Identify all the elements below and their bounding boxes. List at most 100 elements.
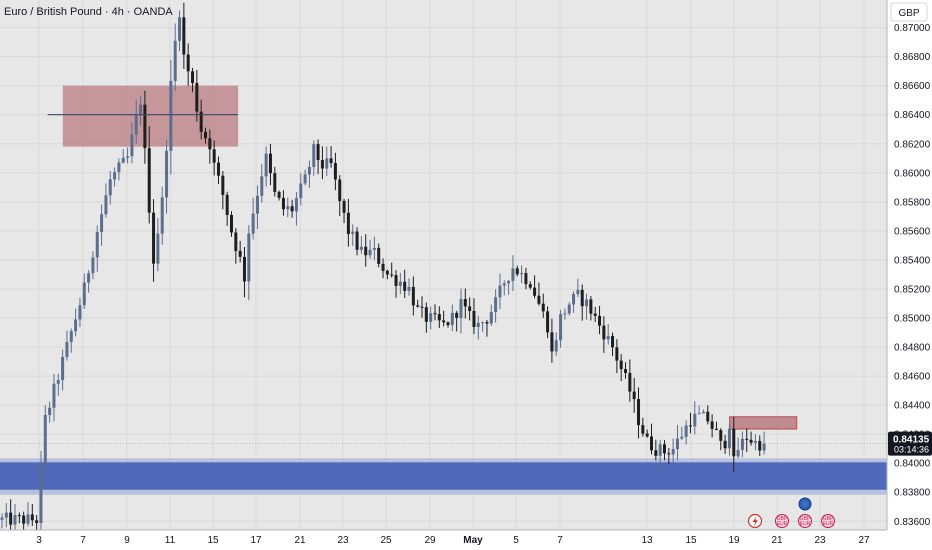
candle-body (178, 17, 182, 41)
candle-body (156, 233, 160, 264)
candle-body (407, 286, 411, 291)
svg-text:EUR: EUR (800, 521, 811, 527)
last-price-box (888, 431, 932, 456)
dividends-icon[interactable] (798, 497, 812, 511)
candles (0, 2, 766, 538)
x-tick-label: 23 (814, 535, 826, 546)
y-tick-label: 0.85200 (894, 284, 931, 295)
candle-body (489, 312, 493, 324)
candle-body (139, 104, 143, 116)
candle-body (152, 212, 156, 264)
candle-body (351, 231, 355, 234)
candle-body (624, 369, 628, 373)
supply-zone-1[interactable] (62, 85, 239, 147)
candle-body (541, 303, 545, 312)
candle-body (312, 144, 316, 167)
candle-body (229, 214, 233, 233)
svg-text:GBP: GBP (800, 516, 811, 522)
candle-body (714, 428, 718, 430)
candle-body (165, 150, 169, 198)
candle-body (277, 191, 281, 198)
candle-body (615, 347, 619, 361)
candle-body (611, 336, 615, 348)
x-tick-label: 7 (80, 535, 86, 546)
candle-body (753, 440, 757, 443)
y-tick-label: 0.85800 (894, 197, 931, 208)
candle-body (680, 436, 684, 439)
x-axis-ticks: 3 7 9 11 15 17 21 23 25 29 May 5 7 13 15 19 21 23 27 (36, 535, 870, 546)
candle-body (329, 158, 333, 164)
candle-body (758, 440, 762, 451)
candle-body (485, 322, 489, 324)
x-tick-label: 9 (124, 535, 130, 546)
candle-body (632, 391, 636, 400)
candle-body (602, 325, 606, 340)
candle-body (762, 443, 766, 451)
candle-body (515, 268, 519, 275)
candle-body (662, 444, 666, 454)
candle-body (740, 438, 744, 450)
candle-body (104, 195, 108, 215)
svg-text:GBP: GBP (823, 516, 834, 522)
candle-body (459, 299, 463, 318)
candle-body (494, 297, 498, 313)
candle-body (585, 299, 589, 307)
candle-body (182, 17, 186, 55)
demand-zone[interactable] (0, 462, 887, 490)
candle-body (550, 332, 554, 352)
currency-button[interactable]: GBP (890, 2, 928, 22)
candle-body (191, 71, 195, 84)
candle-body (199, 111, 203, 132)
currency-label: GBP (898, 8, 919, 19)
flash-icon[interactable] (747, 513, 763, 529)
candle-body (442, 320, 446, 323)
candle-body (641, 425, 645, 434)
y-tick-label: 0.85000 (894, 314, 931, 325)
candle-body (468, 306, 472, 311)
candle-body (35, 520, 39, 524)
candle-body (225, 194, 229, 215)
candle-body (95, 232, 99, 258)
candle-body (688, 425, 692, 427)
plot-background (0, 0, 887, 530)
candle-body (325, 158, 329, 169)
candle-body (628, 372, 632, 392)
y-tick-label: 0.86400 (894, 110, 931, 121)
candle-body (377, 247, 381, 264)
candle-body (303, 174, 307, 184)
price-axis[interactable] (887, 0, 932, 550)
candle-body (364, 246, 368, 256)
last-price-value: 0.84135 (893, 435, 930, 446)
candle-body (290, 206, 294, 212)
candle-body (697, 413, 701, 415)
candle-body (48, 407, 52, 416)
candle-body (498, 285, 502, 298)
candle-body (667, 453, 671, 455)
supply-zone-2[interactable] (729, 416, 798, 430)
candle-body (56, 380, 60, 384)
candle-body (39, 465, 43, 524)
candle-body (208, 138, 212, 150)
candle-body (212, 149, 216, 163)
time-axis[interactable] (0, 530, 887, 550)
candle-body (476, 322, 480, 327)
candle-body (91, 257, 95, 274)
candle-body (130, 134, 134, 157)
candle-body (359, 246, 363, 250)
candle-body (22, 515, 26, 524)
x-tick-label: May (463, 535, 483, 546)
candle-body (342, 200, 346, 213)
candle-body (52, 383, 56, 408)
x-tick-label: 3 (36, 535, 42, 546)
y-tick-label: 0.86200 (894, 139, 931, 150)
candle-body (173, 40, 177, 81)
candle-body (381, 263, 385, 271)
candle-body (160, 197, 164, 234)
candle-body (580, 289, 584, 307)
